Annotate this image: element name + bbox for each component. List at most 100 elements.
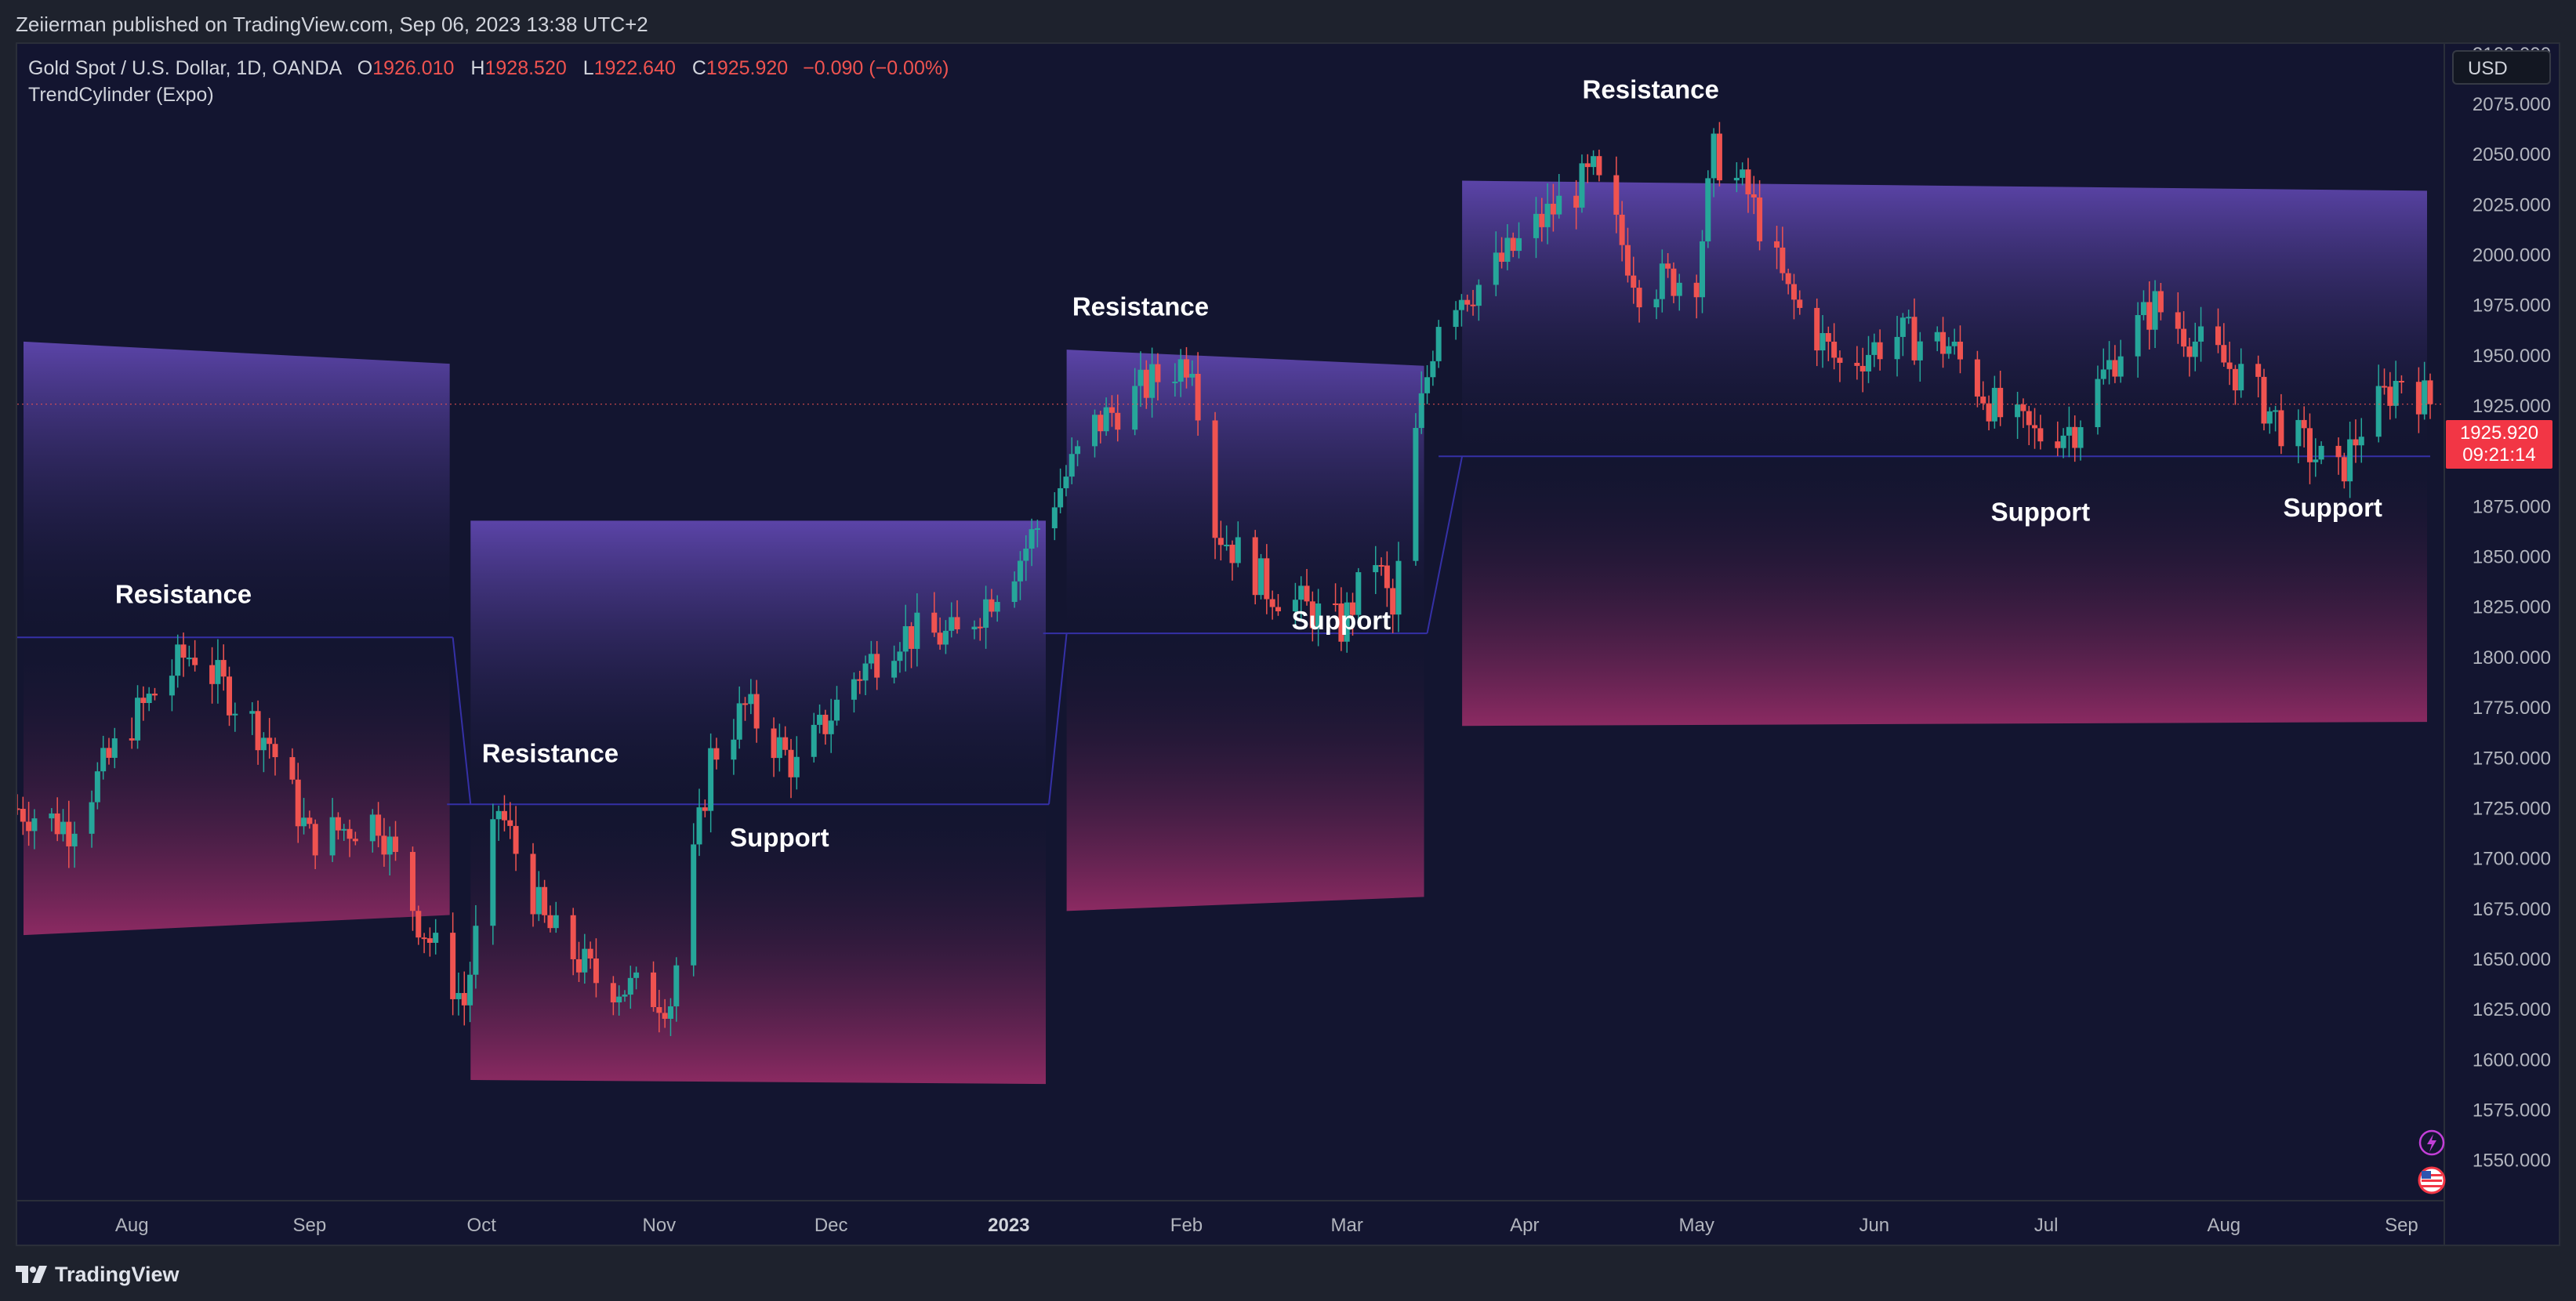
candle [267, 718, 273, 759]
candle-body [1098, 415, 1104, 432]
x-tick-label: 2023 [988, 1215, 1029, 1236]
candle-body [1665, 263, 1671, 269]
candle-body [742, 703, 749, 705]
candle [1894, 315, 1900, 377]
candle-body [535, 886, 542, 915]
candle-body [2266, 411, 2273, 424]
candle [530, 843, 536, 927]
candle-body [989, 599, 995, 612]
candle-body [31, 818, 38, 832]
candle [180, 632, 187, 677]
candle [2301, 406, 2307, 448]
candle [1458, 294, 1464, 327]
candle-body [1034, 528, 1040, 531]
x-tick-label: Jun [1859, 1215, 1889, 1236]
candle-body [1596, 156, 1602, 176]
candle-body [1373, 565, 1379, 573]
tradingview-brand: TradingView [55, 1262, 180, 1286]
candle [2192, 322, 2198, 371]
candle [1544, 183, 1551, 245]
candle-body [129, 738, 135, 741]
candle [26, 802, 32, 846]
candle [1940, 317, 1947, 368]
candle [1224, 525, 1230, 551]
candle-body [691, 844, 697, 966]
candle [828, 698, 834, 753]
candle-body [220, 660, 227, 677]
candle-body [1344, 602, 1350, 642]
candle [1137, 351, 1144, 408]
y-tick-label: 1725.000 [2473, 798, 2551, 819]
y-tick-label: 2000.000 [2473, 245, 2551, 266]
tradingview-logo[interactable]: TradingView [16, 1262, 180, 1287]
candle [1068, 437, 1075, 484]
candle [587, 941, 593, 969]
upper-band [1066, 350, 1424, 634]
candle [1029, 518, 1035, 567]
price-chart[interactable]: Resistance Resistance Support Resistance Sup… [0, 0, 2576, 1246]
candle-body [1430, 361, 1436, 378]
candle [1390, 578, 1396, 633]
candle [1871, 333, 1878, 368]
candle [1470, 289, 1476, 316]
candle-body [1217, 538, 1224, 545]
candle [1539, 198, 1545, 242]
open-value: 1926.010 [372, 57, 455, 79]
candle [2146, 281, 2153, 350]
candle-body [260, 737, 267, 751]
candle [1493, 231, 1499, 296]
candle-body [1504, 237, 1511, 263]
candle-body [1424, 377, 1431, 393]
candle-body [2106, 360, 2113, 370]
candle-body [1820, 332, 1826, 351]
candle [490, 803, 496, 945]
candle-body [811, 724, 817, 757]
candle-body [731, 739, 737, 760]
candle [2221, 323, 2227, 368]
annotation-label: Support [2283, 493, 2382, 522]
candle-body [2055, 441, 2061, 448]
candle-body [1991, 387, 1997, 422]
trend-step-line [1048, 633, 1068, 805]
symbol-title[interactable]: Gold Spot / U.S. Dollar, 1D, OANDA [28, 57, 341, 79]
candle [175, 634, 181, 688]
candle-body [89, 802, 95, 834]
last-price-value: 1925.920 [2459, 422, 2539, 444]
candle-body [651, 972, 657, 1008]
candle [2026, 406, 2032, 446]
indicator-title[interactable]: TrendCylinder (Expo) [28, 84, 214, 106]
candle-body [1573, 195, 1580, 208]
candle [31, 809, 38, 850]
candle-body [937, 632, 943, 645]
candle-body [1011, 581, 1018, 603]
candle-body [209, 665, 216, 684]
candle-body [2238, 364, 2244, 391]
currency-button[interactable]: USD [2452, 50, 2551, 85]
candle-body [822, 714, 829, 734]
candle [71, 821, 78, 868]
x-tick-label: Dec [815, 1215, 848, 1236]
candle-body [49, 813, 55, 819]
candle-body [582, 948, 588, 973]
candle [1997, 371, 2004, 426]
lightning-icon[interactable] [2418, 1129, 2445, 1156]
candle [1877, 329, 1883, 371]
candle-body [1298, 585, 1304, 600]
candle [1034, 520, 1040, 548]
candle-body [2427, 380, 2433, 404]
candle [909, 622, 915, 669]
us-flag-icon[interactable] [2418, 1166, 2446, 1194]
candle-body [575, 959, 582, 973]
candle-body [151, 694, 158, 696]
candle-body [2347, 439, 2353, 482]
candle [1108, 395, 1115, 427]
candle-body [186, 658, 192, 660]
y-tick-label: 1750.000 [2473, 748, 2551, 769]
annotation-label: Resistance [482, 738, 619, 767]
candle-body [828, 720, 834, 734]
candle-body [1058, 487, 1064, 508]
candle-body [267, 737, 273, 745]
lower-band [24, 637, 450, 936]
candle [1103, 397, 1109, 437]
candle [1413, 413, 1419, 566]
